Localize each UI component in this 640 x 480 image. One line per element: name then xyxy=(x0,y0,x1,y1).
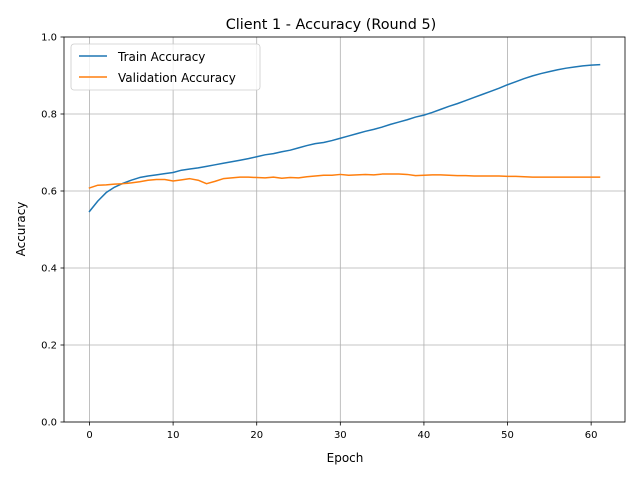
y-axis-label: Accuracy xyxy=(14,202,28,257)
legend-box xyxy=(70,43,261,91)
series-line-train xyxy=(88,63,601,213)
axis-ticks: 0 10 20 30 40 50 60 0.0 0.2 0.4 0.6 0.8 1.0 xyxy=(41,33,597,442)
x-tick-label: 0 xyxy=(86,430,92,441)
y-tick-label: 1.0 xyxy=(41,33,57,44)
y-tick-label: 0.8 xyxy=(41,110,57,121)
y-tick-label: 0.2 xyxy=(41,341,57,352)
y-tick-label: 0.4 xyxy=(41,264,57,275)
x-tick-label: 40 xyxy=(418,430,431,441)
data-lines xyxy=(88,63,601,213)
x-tick-label: 10 xyxy=(167,430,180,441)
legend: Train Accuracy Validation Accuracy xyxy=(70,43,261,91)
y-tick-label: 0.0 xyxy=(41,418,57,429)
x-tick-label: 20 xyxy=(250,430,263,441)
series-line-validation xyxy=(88,173,601,189)
y-tick-label: 0.6 xyxy=(41,187,57,198)
x-tick-label: 30 xyxy=(334,430,347,441)
plot-frame xyxy=(63,36,626,423)
x-tick-label: 50 xyxy=(501,430,514,441)
x-tick-label: 60 xyxy=(585,430,598,441)
legend-label-validation: Validation Accuracy xyxy=(118,71,236,85)
chart-title: Client 1 - Accuracy (Round 5) xyxy=(226,17,437,33)
legend-label-train: Train Accuracy xyxy=(117,50,205,64)
x-axis-label: Epoch xyxy=(327,451,364,465)
